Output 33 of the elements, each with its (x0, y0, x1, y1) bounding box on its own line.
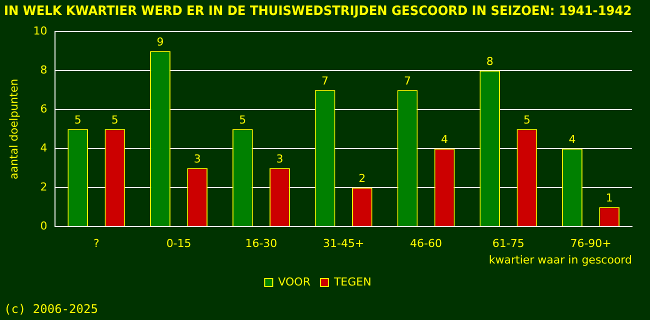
data-label: 8 (486, 54, 494, 68)
y-tick-label: 6 (40, 102, 48, 116)
x-tick-label: 31-45+ (323, 237, 364, 250)
x-tick-label: 46-60 (410, 237, 442, 250)
data-label: 1 (606, 191, 613, 204)
data-label: 5 (523, 113, 530, 126)
data-label: 9 (156, 35, 164, 48)
text: (c) 2006-2025 (4, 302, 98, 316)
x-axis-title: kwartier waar in gescoord (488, 253, 632, 266)
x-tick-label: 61-75 (492, 237, 524, 250)
y-tick-label: 8 (40, 63, 48, 76)
x-tick-label: 76-90+ (570, 237, 612, 250)
data-label: 3 (276, 152, 284, 166)
x-tick-label: 16-30 (245, 237, 278, 250)
legend-label: TEGEN (332, 275, 372, 288)
data-label: 7 (404, 74, 411, 88)
data-label: 5 (74, 113, 82, 126)
y-tick-label: 2 (40, 180, 48, 194)
legend-label: VOOR (278, 275, 311, 288)
data-label: 5 (111, 113, 118, 126)
x-tick-label: 0-15 (166, 237, 192, 250)
data-label: 2 (358, 172, 366, 185)
data-label: 3 (194, 152, 201, 166)
data-label: 4 (441, 132, 448, 146)
x-tick-label: ? (93, 237, 100, 250)
y-tick-label: 0 (40, 219, 48, 232)
data-label: 5 (239, 113, 246, 126)
data-label: 7 (322, 74, 329, 88)
y-tick-label: 4 (40, 141, 48, 154)
y-axis-title: aantal doelpunten (7, 78, 20, 180)
data-label: 4 (568, 132, 576, 146)
y-tick-label: 10 (33, 24, 48, 38)
chart-title: IN WELK KWARTIER WERD ER IN DE THUISWEDSTRIJDEN GESCOORD IN SEIZOEN: 1941-1942 (4, 2, 632, 18)
